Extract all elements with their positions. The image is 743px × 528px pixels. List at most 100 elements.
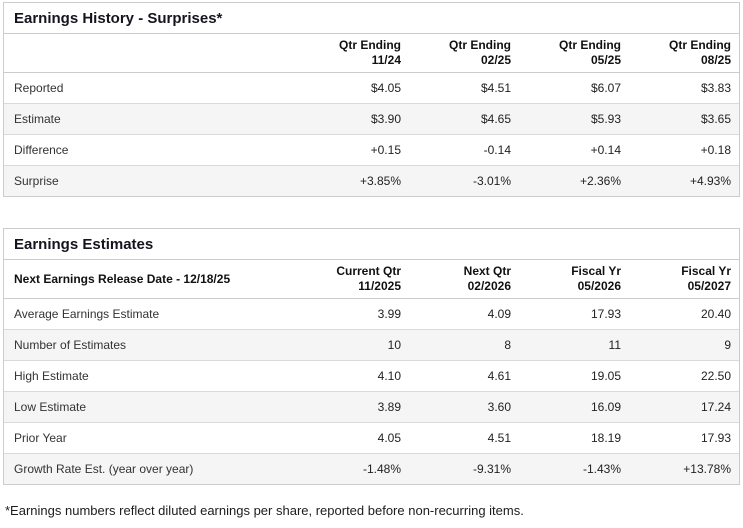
cell-value: -3.01% xyxy=(472,174,511,188)
column-header-line1: Current Qtr xyxy=(336,264,401,278)
column-header-line1: Fiscal Yr xyxy=(571,264,621,278)
cell-value: 4.61 xyxy=(487,369,511,383)
cell-value: 8 xyxy=(504,338,511,352)
cell-value: 17.93 xyxy=(590,307,621,321)
history-header: Qtr Ending 11/24 Qtr Ending 02/25 Qtr Ending… xyxy=(4,34,739,73)
row-label: Prior Year xyxy=(14,431,67,445)
row-label: High Estimate xyxy=(14,369,89,383)
cell-value: -1.48% xyxy=(362,462,401,476)
header-row: Qtr Ending 11/24 Qtr Ending 02/25 Qtr Ending… xyxy=(4,34,739,73)
earnings-estimates-title: Earnings Estimates xyxy=(4,229,739,260)
column-header-line2: 02/2026 xyxy=(467,279,511,293)
table-row: High Estimate 4.10 4.61 19.05 22.50 xyxy=(4,360,739,392)
table-row: Difference +0.15 -0.14 +0.14 +0.18 xyxy=(4,134,739,166)
earnings-estimates-table: Next Earnings Release Date - 12/18/25 Cur… xyxy=(4,260,739,484)
column-header-line1: Next Qtr xyxy=(463,264,511,278)
cell-value: +0.18 xyxy=(700,143,731,157)
earnings-history-section: Earnings History - Surprises* Qtr Ending… xyxy=(3,2,740,197)
cell-value: 22.50 xyxy=(700,369,731,383)
column-header-line2: 02/25 xyxy=(480,53,511,67)
cell-value: 4.05 xyxy=(377,431,401,445)
column-header: Next Qtr 02/2026 xyxy=(409,260,519,299)
cell-value: 3.99 xyxy=(377,307,401,321)
cell-value: 4.10 xyxy=(377,369,401,383)
cell-value: 4.09 xyxy=(487,307,511,321)
history-body: Reported $4.05 $4.51 $6.07 $3.83 Estimate $3.9… xyxy=(4,73,739,196)
cell-value: 3.89 xyxy=(377,400,401,414)
cell-value: 17.93 xyxy=(700,431,731,445)
column-header: Qtr Ending 08/25 xyxy=(629,34,739,73)
earnings-estimates-section: Earnings Estimates Next Earnings Release… xyxy=(3,228,740,485)
column-header: Current Qtr 11/2025 xyxy=(299,260,409,299)
cell-value: +3.85% xyxy=(359,174,401,188)
table-row: Number of Estimates 10 8 11 9 xyxy=(4,329,739,361)
table-row: Growth Rate Est. (year over year) -1.48% -… xyxy=(4,453,739,484)
cell-value: 3.60 xyxy=(487,400,511,414)
estimates-body: Average Earnings Estimate 3.99 4.09 17.93 20… xyxy=(4,299,739,484)
column-header-line1: Qtr Ending xyxy=(339,38,401,52)
column-header: Qtr Ending 05/25 xyxy=(519,34,629,73)
cell-value: +0.15 xyxy=(370,143,401,157)
earnings-history-table: Qtr Ending 11/24 Qtr Ending 02/25 Qtr Ending… xyxy=(4,34,739,196)
column-header-line2: 11/24 xyxy=(371,53,401,67)
table-row: Low Estimate 3.89 3.60 16.09 17.24 xyxy=(4,391,739,423)
cell-value: 17.24 xyxy=(700,400,731,414)
cell-value: 16.09 xyxy=(590,400,621,414)
column-header-line2: 05/2026 xyxy=(577,279,621,293)
cell-value: +0.14 xyxy=(590,143,621,157)
header-row: Next Earnings Release Date - 12/18/25 Cur… xyxy=(4,260,739,299)
table-row: Surprise +3.85% -3.01% +2.36% +4.93% xyxy=(4,165,739,196)
column-header-line1: Qtr Ending xyxy=(449,38,511,52)
table-row: Estimate $3.90 $4.65 $5.93 $3.65 xyxy=(4,103,739,135)
cell-value: -0.14 xyxy=(483,143,511,157)
cell-value: 4.51 xyxy=(487,431,511,445)
cell-value: +13.78% xyxy=(683,462,731,476)
cell-value: $6.07 xyxy=(590,81,621,95)
row-label: Number of Estimates xyxy=(14,338,127,352)
cell-value: 9 xyxy=(724,338,731,352)
cell-value: -1.43% xyxy=(582,462,621,476)
row-label: Estimate xyxy=(14,112,61,126)
row-label: Growth Rate Est. (year over year) xyxy=(14,462,194,476)
earnings-footnote: *Earnings numbers reflect diluted earnin… xyxy=(5,503,524,518)
column-header: Fiscal Yr 05/2026 xyxy=(519,260,629,299)
cell-value: $3.65 xyxy=(700,112,731,126)
cell-value: $4.51 xyxy=(480,81,511,95)
cell-value: $4.05 xyxy=(370,81,401,95)
history-header-label xyxy=(4,34,299,73)
row-label: Difference xyxy=(14,143,69,157)
row-label: Surprise xyxy=(14,174,59,188)
cell-value: $4.65 xyxy=(480,112,511,126)
column-header-line2: 05/2027 xyxy=(687,279,731,293)
table-row: Prior Year 4.05 4.51 18.19 17.93 xyxy=(4,422,739,454)
table-row: Reported $4.05 $4.51 $6.07 $3.83 xyxy=(4,73,739,104)
cell-value: $5.93 xyxy=(590,112,621,126)
row-label: Low Estimate xyxy=(14,400,87,414)
cell-value: $3.90 xyxy=(370,112,401,126)
cell-value: -9.31% xyxy=(472,462,511,476)
earnings-history-title: Earnings History - Surprises* xyxy=(4,3,739,34)
row-label: Average Earnings Estimate xyxy=(14,307,160,321)
estimates-header-label: Next Earnings Release Date - 12/18/25 xyxy=(4,260,299,299)
column-header-line2: 11/2025 xyxy=(358,279,401,293)
column-header-line2: 08/25 xyxy=(700,53,731,67)
cell-value: +4.93% xyxy=(689,174,731,188)
cell-value: 18.19 xyxy=(590,431,621,445)
column-header: Qtr Ending 11/24 xyxy=(299,34,409,73)
cell-value: +2.36% xyxy=(579,174,621,188)
column-header: Fiscal Yr 05/2027 xyxy=(629,260,739,299)
cell-value: 10 xyxy=(387,338,401,352)
column-header-line1: Qtr Ending xyxy=(669,38,731,52)
estimates-header: Next Earnings Release Date - 12/18/25 Cur… xyxy=(4,260,739,299)
cell-value: 11 xyxy=(608,338,621,352)
table-row: Average Earnings Estimate 3.99 4.09 17.93 20… xyxy=(4,299,739,330)
column-header-line1: Qtr Ending xyxy=(559,38,621,52)
cell-value: 19.05 xyxy=(590,369,621,383)
row-label: Reported xyxy=(14,81,64,95)
cell-value: 20.40 xyxy=(700,307,731,321)
column-header-line1: Fiscal Yr xyxy=(681,264,731,278)
column-header: Qtr Ending 02/25 xyxy=(409,34,519,73)
column-header-line2: 05/25 xyxy=(590,53,621,67)
cell-value: $3.83 xyxy=(700,81,731,95)
